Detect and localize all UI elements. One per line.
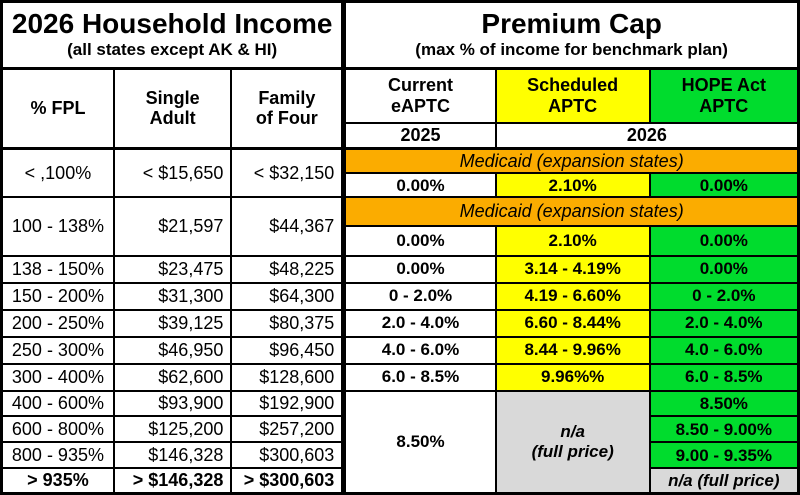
fpl-range: 300 - 400% — [0, 362, 115, 392]
current-eaptc-value: 4.0 - 6.0% — [341, 335, 497, 365]
year-2026-cell: 2026 — [494, 121, 800, 150]
table-row: 250 - 300% $46,950 $96,450 4.0 - 6.0% 8.… — [0, 335, 800, 365]
household-income-title: 2026 Household Income — [11, 8, 333, 40]
family-of-four-income: > $300,603 — [230, 467, 345, 495]
family-of-four-income: $300,603 — [230, 441, 345, 470]
single-adult-income: $146,328 — [112, 441, 233, 470]
hope-act-aptc-value: 4.0 - 6.0% — [648, 335, 800, 365]
fpl-range: 600 - 800% — [0, 415, 115, 444]
single-adult-income: > $146,328 — [112, 467, 233, 495]
fpl-range: > 935% — [0, 467, 115, 495]
year-row: 2025 2026 — [2, 121, 800, 150]
fpl-range: 800 - 935% — [0, 441, 115, 470]
hope-act-aptc-column-header: HOPE Act APTC — [648, 67, 800, 124]
single-adult-income: $62,600 — [112, 362, 233, 392]
family-of-four-income: $44,367 — [230, 196, 345, 257]
family-of-four-income: $128,600 — [230, 362, 345, 392]
scheduled-aptc-value: 2.10% — [494, 225, 651, 257]
hope-act-aptc-value: 0.00% — [648, 172, 800, 199]
table-row: 138 - 150% $23,475 $48,225 0.00% 3.14 - … — [0, 254, 800, 284]
table-row: 800 - 935% $146,328 $300,603 9.00 - 9.35… — [0, 441, 800, 470]
table-row: 600 - 800% $125,200 $257,200 8.50 - 9.00… — [0, 415, 800, 444]
family-of-four-income: $80,375 — [230, 308, 345, 338]
fpl-range: 138 - 150% — [0, 254, 115, 284]
hope-act-aptc-value: 0 - 2.0% — [648, 281, 800, 311]
table-row: 0.00% 2.10% 0.00% — [2, 172, 800, 199]
hope-act-aptc-value: 8.50% — [648, 389, 800, 418]
hope-act-aptc-value: 8.50 - 9.00% — [648, 415, 800, 444]
family-of-four-income: $48,225 — [230, 254, 345, 284]
table-row: 150 - 200% $31,300 $64,300 0 - 2.0% 4.19… — [0, 281, 800, 311]
single-adult-income: $31,300 — [112, 281, 233, 311]
family-of-four-income: $96,450 — [230, 335, 345, 365]
hope-act-aptc-value: 2.0 - 4.0% — [648, 308, 800, 338]
scheduled-aptc-value: 6.60 - 8.44% — [494, 308, 651, 338]
fpl-range: 400 - 600% — [0, 389, 115, 418]
single-adult-income: $21,597 — [112, 196, 233, 257]
single-adult-income: $125,200 — [112, 415, 233, 444]
hope-act-aptc-na-value: n/a (full price) — [648, 467, 800, 495]
scheduled-aptc-value: 2.10% — [494, 172, 651, 199]
medicaid-banner: Medicaid (expansion states) — [341, 196, 800, 228]
single-adult-income: $23,475 — [112, 254, 233, 284]
family-of-four-column-header: Family of Four — [230, 67, 345, 150]
scheduled-aptc-value: 4.19 - 6.60% — [494, 281, 651, 311]
current-eaptc-merged-value: 8.50% — [341, 389, 497, 495]
table-row: 200 - 250% $39,125 $80,375 2.0 - 4.0% 6.… — [0, 308, 800, 338]
scheduled-aptc-na-cell: n/a (full price) — [494, 389, 651, 495]
scheduled-aptc-value: 8.44 - 9.96% — [494, 335, 651, 365]
household-income-subtitle: (all states except AK & HI) — [67, 40, 278, 60]
title-row: 2026 Household Income (all states except… — [0, 0, 800, 70]
fpl-range: < ,100% — [0, 147, 115, 199]
table-row: > 935% > $146,328 > $300,603 n/a (full p… — [0, 467, 800, 495]
premium-cap-title: Premium Cap — [481, 8, 662, 40]
current-eaptc-value: 0.00% — [341, 225, 497, 257]
current-eaptc-value: 2.0 - 4.0% — [341, 308, 497, 338]
fpl-range: 250 - 300% — [0, 335, 115, 365]
premium-cap-title-cell: Premium Cap (max % of income for benchma… — [341, 0, 800, 70]
family-of-four-income: $64,300 — [230, 281, 345, 311]
single-adult-column-header: Single Adult — [112, 67, 233, 150]
medicaid-banner: Medicaid (expansion states) — [341, 147, 800, 175]
fpl-range: 100 - 138% — [0, 196, 115, 257]
household-income-title-cell: 2026 Household Income (all states except… — [0, 0, 345, 70]
current-eaptc-value: 6.0 - 8.5% — [341, 362, 497, 392]
fpl-range: 200 - 250% — [0, 308, 115, 338]
hope-act-aptc-value: 6.0 - 8.5% — [648, 362, 800, 392]
table-row: 100 - 138% $21,597 $44,367 Medicaid (exp… — [0, 196, 800, 257]
table-row: < ,100% < $15,650 < $32,150 Medicaid (ex… — [0, 147, 800, 199]
current-eaptc-value: 0.00% — [341, 254, 497, 284]
table-row: 400 - 600% $93,900 $192,900 8.50% n/a (f… — [0, 389, 800, 495]
table-row: 0.00% 2.10% 0.00% — [2, 225, 800, 257]
hope-act-aptc-value: 9.00 - 9.35% — [648, 441, 800, 470]
table-row: 300 - 400% $62,600 $128,600 6.0 - 8.5% 9… — [0, 362, 800, 392]
year-2025-cell: 2025 — [341, 121, 497, 150]
scheduled-aptc-column-header: Scheduled APTC — [494, 67, 651, 124]
single-adult-income: < $15,650 — [112, 147, 233, 199]
single-adult-income: $93,900 — [112, 389, 233, 418]
hope-act-aptc-value: 0.00% — [648, 225, 800, 257]
scheduled-aptc-value: 9.96%% — [494, 362, 651, 392]
current-eaptc-value: 0.00% — [341, 172, 497, 199]
fpl-column-header: % FPL — [0, 67, 115, 150]
current-eaptc-value: 0 - 2.0% — [341, 281, 497, 311]
hope-act-aptc-value: 0.00% — [648, 254, 800, 284]
fpl-range: 150 - 200% — [0, 281, 115, 311]
premium-cap-subtitle: (max % of income for benchmark plan) — [415, 40, 728, 60]
family-of-four-income: $257,200 — [230, 415, 345, 444]
family-of-four-income: $192,900 — [230, 389, 345, 418]
current-eaptc-column-header: Current eAPTC — [341, 67, 497, 124]
single-adult-income: $46,950 — [112, 335, 233, 365]
single-adult-income: $39,125 — [112, 308, 233, 338]
column-header-row: % FPL Single Adult Family of Four Curren… — [0, 67, 800, 150]
scheduled-aptc-value: 3.14 - 4.19% — [494, 254, 651, 284]
family-of-four-income: < $32,150 — [230, 147, 345, 199]
